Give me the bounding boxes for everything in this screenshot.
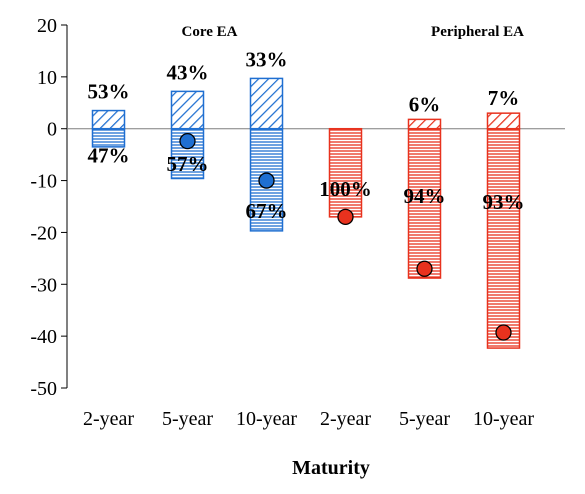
x-category-label: 10-year <box>473 408 534 430</box>
bar-negative <box>328 127 363 218</box>
negative-share-label: 94% <box>404 184 446 208</box>
x-category-label: 2-year <box>320 408 371 430</box>
totals-layer <box>179 133 512 341</box>
bar-positive <box>170 90 205 130</box>
y-tick-label: -10 <box>30 171 57 193</box>
x-category-label: 2-year <box>83 408 134 430</box>
group-label: Peripheral EA <box>431 24 524 40</box>
positive-share-label: 43% <box>167 60 209 84</box>
x-axis-title: Maturity <box>292 457 370 479</box>
bar-negative <box>91 127 126 148</box>
negative-share-label: 93% <box>483 190 525 214</box>
y-tick-label: -30 <box>30 274 57 296</box>
axes-layer: 20 10 0 -10 -20 -30 -40 -50 Maturity <box>30 15 565 479</box>
group-label: Core EA <box>182 24 238 40</box>
negative-share-label: 47% <box>88 143 130 167</box>
bars-layer <box>91 77 521 349</box>
y-tick-label: 20 <box>37 15 57 37</box>
x-category-label: 5-year <box>162 408 213 430</box>
x-category-label: 5-year <box>399 408 450 430</box>
positive-share-label: 6% <box>409 92 441 116</box>
total-marker <box>179 133 196 150</box>
y-tick-label: -50 <box>30 378 57 400</box>
labels-layer: 2-year 53% 47% 5-year 43% 57% 10-year 33% 67% Cor… <box>83 24 534 430</box>
positive-share-label: 53% <box>88 80 130 104</box>
bar-negative <box>170 127 205 180</box>
bar-positive <box>91 109 126 130</box>
total-marker <box>337 208 354 226</box>
y-tick-label: -20 <box>30 222 57 244</box>
bar-positive <box>249 77 284 130</box>
negative-share-label: 57% <box>167 152 209 176</box>
bar-negative <box>407 127 442 279</box>
y-tick-label: 0 <box>47 119 57 141</box>
bar-positive <box>407 118 442 130</box>
y-tick-label: 10 <box>37 67 57 89</box>
bar-positive <box>486 112 521 130</box>
negative-share-label: 100% <box>319 177 372 201</box>
negative-share-label: 67% <box>246 199 288 223</box>
x-category-label: 10-year <box>236 408 297 430</box>
y-tick-label: -40 <box>30 326 57 348</box>
total-marker <box>495 324 512 341</box>
bar-negative <box>486 127 521 349</box>
positive-share-label: 7% <box>488 86 520 110</box>
total-marker <box>258 172 275 189</box>
positive-share-label: 33% <box>246 47 288 71</box>
total-marker <box>416 260 433 277</box>
